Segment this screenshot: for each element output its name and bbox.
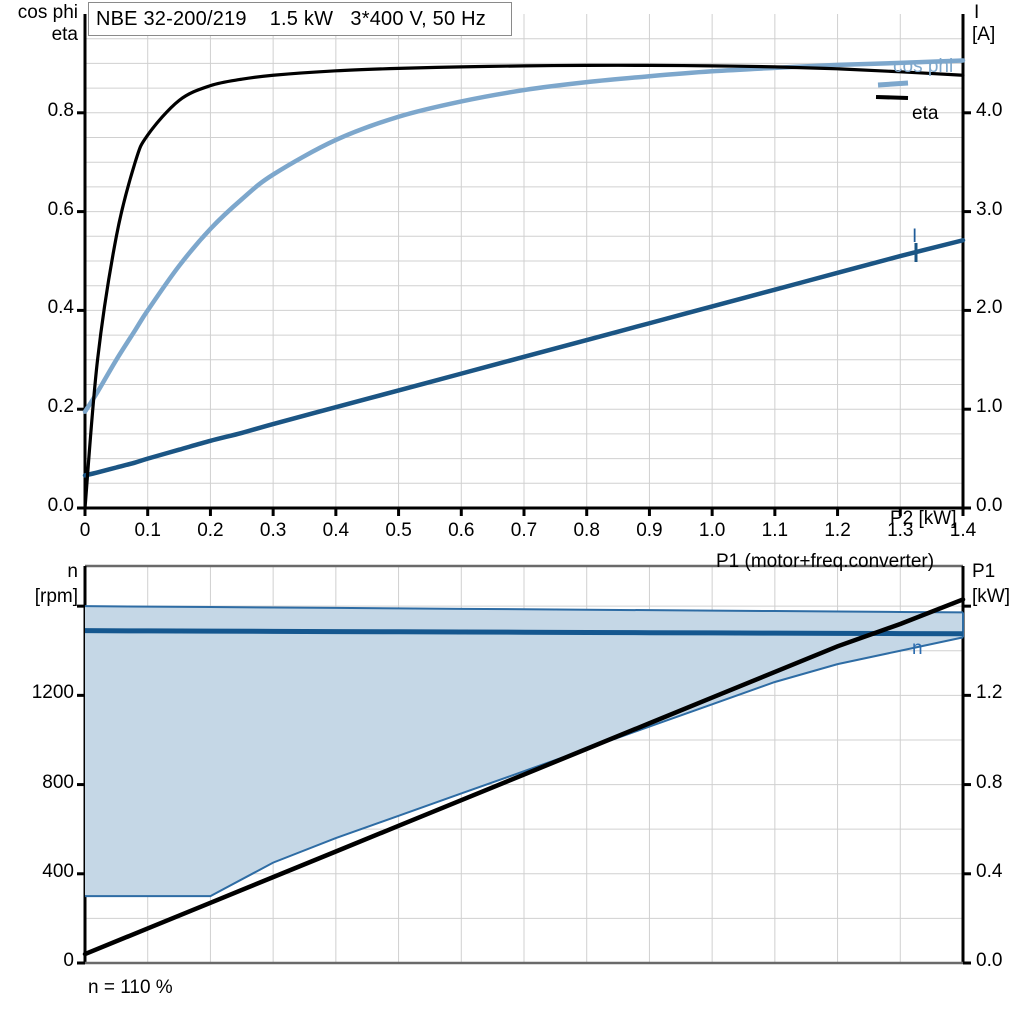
- series-label-cos-phi: cos phi: [893, 56, 954, 77]
- tick-label-x-10: 1.0: [698, 520, 726, 541]
- bottom-tick-label-right-3: 1.2: [976, 682, 1003, 704]
- series-path-current: [82, 238, 966, 478]
- tick-label-x-3: 0.3: [259, 520, 287, 541]
- tick-label-x-7: 0.7: [510, 520, 538, 541]
- top-x-axis-title: P2 [kW]: [890, 508, 957, 529]
- footnote-speed-percent: n = 110 %: [88, 977, 173, 998]
- top-right-axis-title-line1: I: [974, 2, 980, 23]
- tick-label-x-0: 0: [79, 520, 91, 541]
- tick-label-x-12: 1.2: [824, 520, 851, 541]
- tick-label-x-6: 0.6: [448, 520, 475, 541]
- tick-label-x-5: 0.5: [385, 520, 412, 541]
- top-left-axis-title-line1: cos phi: [17, 2, 78, 23]
- bottom-right-axis-title-line1: P1: [972, 561, 996, 582]
- tick-label-x-8: 0.8: [573, 520, 600, 541]
- bottom-chart-plot: [77, 564, 971, 965]
- tick-label-x-14: 1.4: [949, 520, 977, 541]
- bottom-tick-label-right-0: 0.0: [976, 950, 1003, 971]
- tick-label-left-2: 0.4: [47, 297, 74, 319]
- bottom-tick-label-right-2: 0.8: [976, 771, 1003, 793]
- p1-annotation: P1 (motor+freq.converter): [716, 551, 935, 572]
- bottom-tick-label-right-1: 0.4: [976, 860, 1003, 882]
- series-path-cos-phi: [82, 58, 966, 414]
- bottom-tick-label-left-0: 0: [63, 950, 74, 971]
- speed-range-band-fill: [85, 606, 963, 897]
- tick-label-x-4: 0.4: [322, 520, 350, 541]
- bottom-tick-label-left-3: 1200: [31, 682, 74, 704]
- series-path-p1: [82, 597, 966, 957]
- top-left-axis-title-line2: eta: [51, 24, 78, 45]
- series-path-speed: [84, 628, 964, 637]
- tick-label-x-9: 0.9: [636, 520, 663, 541]
- top-right-axis-title-line2: [A]: [972, 24, 996, 45]
- tick-label-right-3: 3.0: [976, 198, 1003, 220]
- legend-swatch-cos-phi: [877, 80, 909, 88]
- tick-label-x-2: 0.2: [197, 520, 224, 541]
- tick-label-x-1: 0.1: [134, 520, 161, 541]
- bottom-tick-label-left-1: 400: [42, 860, 74, 882]
- series-label-current: I: [912, 226, 918, 247]
- bottom-tick-label-left-2: 800: [42, 771, 74, 793]
- bottom-right-axis-title-line2: [kW]: [972, 586, 1010, 607]
- tick-label-right-0: 0.0: [976, 495, 1003, 516]
- tick-label-right-2: 2.0: [976, 297, 1003, 319]
- series-label-speed: n: [912, 638, 923, 659]
- series-label-eta: eta: [912, 103, 939, 124]
- model-title-text: NBE 32-200/219 1.5 kW 3*400 V, 50 Hz: [96, 7, 486, 30]
- tick-label-left-4: 0.8: [47, 99, 74, 121]
- bottom-left-axis-title-line1: n: [67, 561, 78, 582]
- tick-label-x-13: 1.3: [887, 520, 914, 541]
- speed-range-band-upper: [84, 605, 964, 614]
- tick-label-left-1: 0.2: [47, 396, 74, 418]
- tick-label-left-3: 0.6: [47, 198, 74, 220]
- tick-label-x-11: 1.1: [761, 520, 789, 541]
- bottom-left-axis-title-line2: [rpm]: [34, 586, 78, 607]
- speed-range-band-lower: [85, 636, 964, 898]
- tick-label-right-1: 1.0: [976, 396, 1003, 418]
- legend-swatch-eta: [875, 95, 909, 100]
- series-path-eta: [83, 63, 965, 510]
- top-chart-plot: [77, 14, 971, 516]
- tick-label-left-0: 0.0: [47, 495, 74, 516]
- model-title-box: NBE 32-200/219 1.5 kW 3*400 V, 50 Hz: [88, 2, 512, 36]
- tick-label-right-4: 4.0: [976, 99, 1003, 121]
